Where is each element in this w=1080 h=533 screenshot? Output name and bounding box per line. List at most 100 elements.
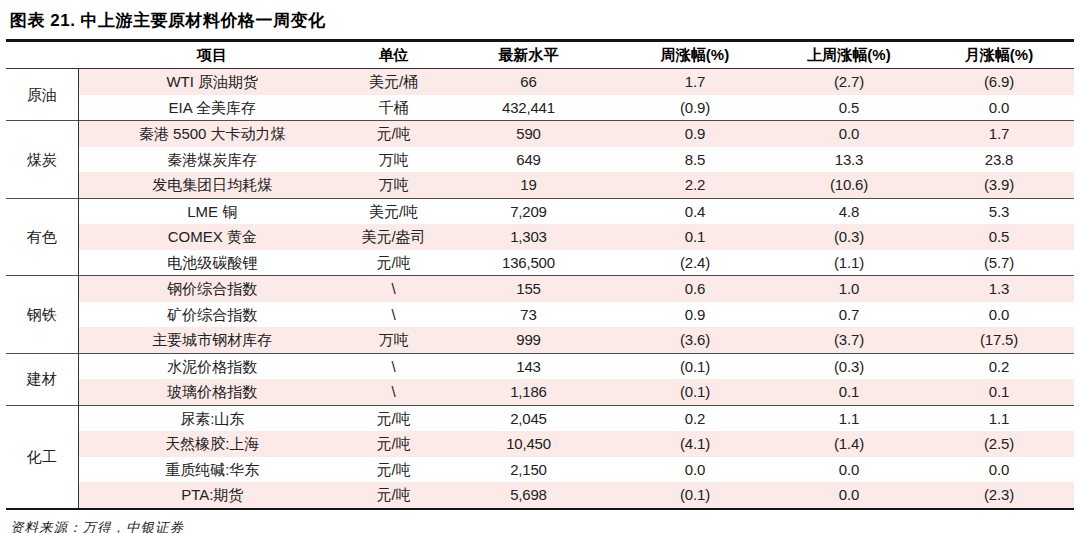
table-row: 化工尿素:山东元/吨2,0450.21.11.1: [6, 405, 1074, 431]
item-cell: 电池级碳酸锂: [78, 250, 346, 276]
month-cell: (2.3): [924, 482, 1074, 509]
latest-cell: 19: [441, 172, 616, 198]
table-group: 化工尿素:山东元/吨2,0450.21.11.1天然橡胶:上海元/吨10,450…: [6, 405, 1074, 509]
latest-cell: 136,500: [441, 250, 616, 276]
unit-cell: \: [346, 302, 441, 328]
item-cell: 天然橡胶:上海: [78, 431, 346, 457]
last-week-cell: 0.5: [774, 95, 924, 121]
week-cell: (0.1): [616, 379, 774, 405]
table-row: 主要城市钢材库存万吨999(3.6)(3.7)(17.5): [6, 327, 1074, 353]
month-cell: 23.8: [924, 147, 1074, 173]
table-group: 煤炭秦港 5500 大卡动力煤元/吨5900.90.01.7秦港煤炭库存万吨64…: [6, 121, 1074, 199]
week-cell: 0.2: [616, 405, 774, 431]
unit-cell: 元/吨: [346, 250, 441, 276]
last-week-cell: (1.1): [774, 250, 924, 276]
item-cell: 重质纯碱:华东: [78, 457, 346, 483]
last-week-cell: (1.4): [774, 431, 924, 457]
unit-cell: 元/吨: [346, 405, 441, 431]
group-label-cell: 有色: [6, 198, 78, 276]
group-label-cell: 原油: [6, 69, 78, 121]
unit-cell: 元/吨: [346, 457, 441, 483]
week-cell: (3.6): [616, 327, 774, 353]
month-cell: 0.5: [924, 224, 1074, 250]
table-row: 原油WTI 原油期货美元/桶661.7(2.7)(6.9): [6, 69, 1074, 95]
month-cell: 0.2: [924, 353, 1074, 379]
group-label-cell: 建材: [6, 353, 78, 405]
month-cell: (17.5): [924, 327, 1074, 353]
group-label-cell: 煤炭: [6, 121, 78, 199]
unit-cell: 元/吨: [346, 482, 441, 509]
unit-cell: \: [346, 379, 441, 405]
last-week-cell: (0.3): [774, 353, 924, 379]
unit-cell: 美元/桶: [346, 69, 441, 95]
last-week-cell: 13.3: [774, 147, 924, 173]
latest-cell: 432,441: [441, 95, 616, 121]
item-cell: WTI 原油期货: [78, 69, 346, 95]
table-row: 玻璃价格指数\1,186(0.1)0.10.1: [6, 379, 1074, 405]
unit-cell: 万吨: [346, 327, 441, 353]
table-row: 煤炭秦港 5500 大卡动力煤元/吨5900.90.01.7: [6, 121, 1074, 147]
item-cell: EIA 全美库存: [78, 95, 346, 121]
last-week-cell: 0.0: [774, 121, 924, 147]
latest-cell: 7,209: [441, 198, 616, 224]
table-group: 钢铁钢价综合指数\1550.61.01.3矿价综合指数\730.90.70.0主…: [6, 276, 1074, 354]
col-header: 项目: [78, 41, 346, 69]
latest-cell: 1,186: [441, 379, 616, 405]
last-week-cell: (2.7): [774, 69, 924, 95]
report-figure-page: 图表 21. 中上游主要原材料价格一周变化 项目单位最新水平周涨幅(%)上周涨幅…: [0, 0, 1080, 533]
unit-cell: 万吨: [346, 172, 441, 198]
item-cell: PTA:期货: [78, 482, 346, 509]
month-cell: 0.0: [924, 95, 1074, 121]
item-cell: 钢价综合指数: [78, 276, 346, 302]
col-header: 周涨幅(%): [616, 41, 774, 69]
latest-cell: 1,303: [441, 224, 616, 250]
item-cell: 秦港 5500 大卡动力煤: [78, 121, 346, 147]
last-week-cell: 1.0: [774, 276, 924, 302]
unit-cell: 元/吨: [346, 431, 441, 457]
latest-cell: 155: [441, 276, 616, 302]
col-header: 单位: [346, 41, 441, 69]
table-row: COMEX 黄金美元/盎司1,3030.1(0.3)0.5: [6, 224, 1074, 250]
item-cell: 尿素:山东: [78, 405, 346, 431]
month-cell: (3.9): [924, 172, 1074, 198]
latest-cell: 999: [441, 327, 616, 353]
week-cell: 0.4: [616, 198, 774, 224]
header-blank-cell: [6, 41, 78, 69]
col-header: 月涨幅(%): [924, 41, 1074, 69]
last-week-cell: 0.0: [774, 457, 924, 483]
month-cell: (6.9): [924, 69, 1074, 95]
month-cell: 0.0: [924, 457, 1074, 483]
unit-cell: 万吨: [346, 147, 441, 173]
table-group: 建材水泥价格指数\143(0.1)(0.3)0.2玻璃价格指数\1,186(0.…: [6, 353, 1074, 405]
col-header: 上周涨幅(%): [774, 41, 924, 69]
last-week-cell: 1.1: [774, 405, 924, 431]
group-label-cell: 钢铁: [6, 276, 78, 354]
week-cell: 8.5: [616, 147, 774, 173]
latest-cell: 143: [441, 353, 616, 379]
month-cell: 0.1: [924, 379, 1074, 405]
week-cell: 0.1: [616, 224, 774, 250]
table-row: 电池级碳酸锂元/吨136,500(2.4)(1.1)(5.7): [6, 250, 1074, 276]
table-row: 建材水泥价格指数\143(0.1)(0.3)0.2: [6, 353, 1074, 379]
page-title: 图表 21. 中上游主要原材料价格一周变化: [0, 0, 1080, 39]
item-cell: 秦港煤炭库存: [78, 147, 346, 173]
table-group: 原油WTI 原油期货美元/桶661.7(2.7)(6.9)EIA 全美库存千桶4…: [6, 69, 1074, 121]
item-cell: 主要城市钢材库存: [78, 327, 346, 353]
materials-price-table: 项目单位最新水平周涨幅(%)上周涨幅(%)月涨幅(%) 原油WTI 原油期货美元…: [6, 39, 1074, 510]
item-cell: 矿价综合指数: [78, 302, 346, 328]
unit-cell: \: [346, 276, 441, 302]
month-cell: (2.5): [924, 431, 1074, 457]
month-cell: 1.7: [924, 121, 1074, 147]
latest-cell: 73: [441, 302, 616, 328]
table-row: 天然橡胶:上海元/吨10,450(4.1)(1.4)(2.5): [6, 431, 1074, 457]
table-row: 钢铁钢价综合指数\1550.61.01.3: [6, 276, 1074, 302]
latest-cell: 10,450: [441, 431, 616, 457]
unit-cell: 千桶: [346, 95, 441, 121]
month-cell: (5.7): [924, 250, 1074, 276]
table-group: 有色LME 铜美元/吨7,2090.44.85.3COMEX 黄金美元/盎司1,…: [6, 198, 1074, 276]
latest-cell: 590: [441, 121, 616, 147]
latest-cell: 66: [441, 69, 616, 95]
table-row: 有色LME 铜美元/吨7,2090.44.85.3: [6, 198, 1074, 224]
last-week-cell: 0.7: [774, 302, 924, 328]
week-cell: 0.9: [616, 121, 774, 147]
